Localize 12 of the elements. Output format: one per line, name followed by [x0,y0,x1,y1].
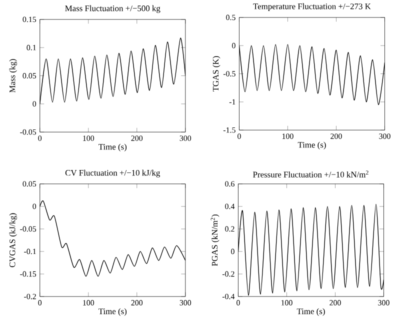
x-axis-title: Time (s) [298,142,326,150]
x-axis-title: Time (s) [98,308,127,316]
x-axis-title: Time (s) [296,308,325,316]
y-axis-title: TGAS (K) [212,56,220,92]
y-axis-title: PGAS (kN/m$^{2}$) [210,214,220,266]
chart-title: Pressure Fluctuation +/−10 kN/m$^{2}$ [253,170,368,178]
y-axis-title: CVGAS (kJ/kg) [9,213,17,267]
y-axis-title: Mass (kg) [9,58,17,92]
chart-title: Mass Fluctuation +/−500 kg [65,5,160,13]
chart-title: Temperature Fluctuation +/−273 K [253,3,371,11]
x-axis-title: Time (s) [98,144,127,152]
chart-title: CV Fluctuation +/−10 kJ/kg [65,170,160,178]
